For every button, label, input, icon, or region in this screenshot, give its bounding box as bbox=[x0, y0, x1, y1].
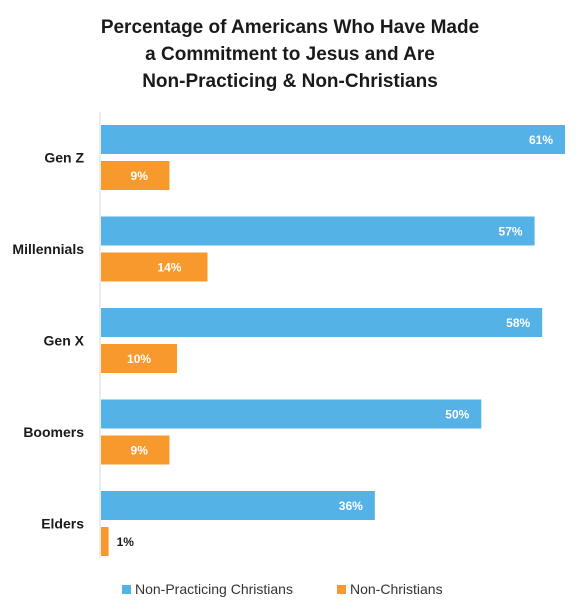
data-label-non-practicing-christians-gen-z: 61% bbox=[529, 133, 553, 147]
data-label-non-practicing-christians-elders: 36% bbox=[339, 499, 363, 513]
bar-non-christians-boomers bbox=[101, 435, 170, 465]
bars-group: Gen Z 61% 9% Millennials 57% 14% Gen X 58% 10% Bo… bbox=[12, 125, 565, 556]
bar-non-christians-millennials bbox=[101, 252, 208, 282]
bar-non-practicing-christians-gen-z bbox=[101, 125, 565, 154]
chart-title-line-1: Percentage of Americans Who Have Made bbox=[100, 17, 480, 38]
data-label-non-christians-elders: 1% bbox=[117, 535, 135, 549]
category-label-gen-z: Gen Z bbox=[44, 150, 84, 166]
legend-label-non-practicing-christians: Non-Practicing Christians bbox=[135, 581, 293, 597]
category-label-elders: Elders bbox=[41, 516, 84, 532]
bar-non-christians-gen-z bbox=[101, 161, 170, 190]
data-label-non-christians-millennials: 14% bbox=[157, 261, 181, 275]
category-label-gen-x: Gen X bbox=[44, 333, 85, 349]
bar-non-practicing-christians-elders bbox=[101, 491, 375, 520]
bar-non-practicing-christians-millennials bbox=[101, 216, 535, 246]
legend-swatch-non-christians bbox=[337, 585, 346, 594]
data-label-non-christians-boomers: 9% bbox=[131, 444, 149, 458]
chart-title-line-3: Non-Practicing & Non-Christians bbox=[142, 71, 438, 92]
bar-non-christians-elders bbox=[101, 527, 109, 556]
data-label-non-practicing-christians-millennials: 57% bbox=[499, 225, 523, 239]
legend-label-non-christians: Non-Christians bbox=[350, 581, 443, 597]
chart-title: Percentage of Americans Who Have Made a … bbox=[0, 14, 580, 95]
bar-non-practicing-christians-gen-x bbox=[101, 308, 543, 337]
data-label-non-practicing-christians-gen-x: 58% bbox=[506, 316, 530, 330]
legend: Non-Practicing Christians Non-Christians bbox=[122, 581, 443, 597]
data-label-non-christians-gen-x: 10% bbox=[127, 352, 151, 366]
category-label-boomers: Boomers bbox=[23, 424, 84, 440]
data-label-non-christians-gen-z: 9% bbox=[131, 169, 149, 183]
bar-non-practicing-christians-boomers bbox=[101, 399, 482, 429]
legend-swatch-non-practicing-christians bbox=[122, 585, 131, 594]
data-label-non-practicing-christians-boomers: 50% bbox=[445, 408, 469, 422]
category-label-millennials: Millennials bbox=[12, 241, 84, 257]
bar-non-christians-gen-x bbox=[101, 344, 178, 373]
chart-title-line-2: a Commitment to Jesus and Are bbox=[145, 44, 435, 65]
